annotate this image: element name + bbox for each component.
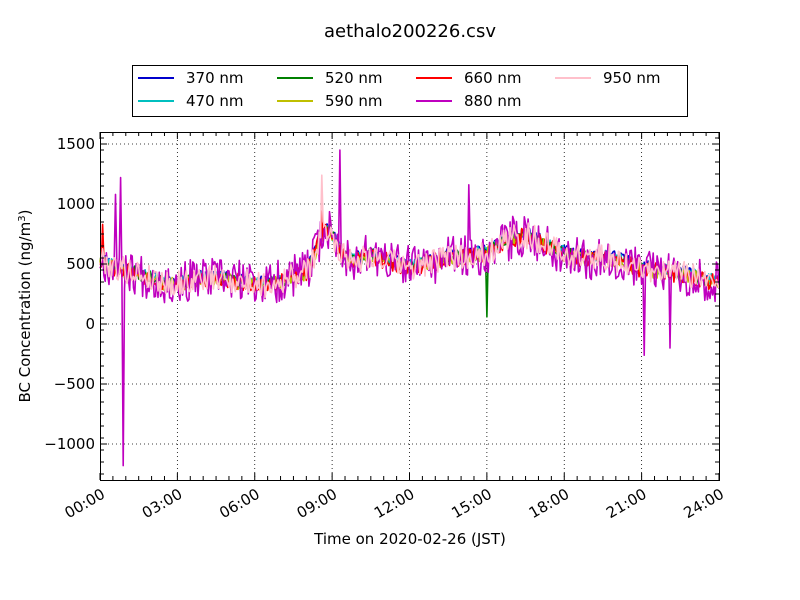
- series-layer: [99, 149, 720, 467]
- y-axis-label: BC Concentration (ng/m3): [16, 210, 34, 403]
- x-tick-label: 15:00: [448, 485, 494, 522]
- grid-layer: [100, 132, 719, 480]
- y-tick-label: 500: [66, 255, 95, 273]
- legend-label: 880 nm: [464, 92, 522, 110]
- x-tick-label: 00:00: [62, 485, 108, 522]
- y-tick-label: −500: [54, 375, 95, 393]
- y-tick-label: 1500: [57, 135, 95, 153]
- legend-label: 660 nm: [464, 69, 522, 87]
- x-tick-label: 18:00: [526, 485, 572, 522]
- x-tick-label: 21:00: [603, 485, 649, 522]
- chart-title: aethalo200226.csv: [324, 21, 496, 42]
- y-tick-label: −1000: [44, 435, 95, 453]
- y-tick-label: 0: [85, 315, 95, 333]
- x-tick-label: 12:00: [371, 485, 417, 522]
- y-axis-label-sup: 3: [17, 215, 28, 221]
- x-tick-label: 24:00: [681, 485, 727, 522]
- legend-label: 470 nm: [186, 92, 244, 110]
- legend-label: 520 nm: [325, 69, 383, 87]
- plot-frame: [100, 132, 720, 481]
- y-axis-label-main: BC Concentration (ng/m: [16, 222, 34, 403]
- y-tick-label: 1000: [57, 195, 95, 213]
- legend-box: [132, 65, 688, 117]
- x-tick-label: 03:00: [139, 485, 185, 522]
- legend-label: 370 nm: [186, 69, 244, 87]
- series-line-950-nm: [99, 174, 720, 299]
- x-tick-label: 09:00: [294, 485, 340, 522]
- tick-layer: 00:00 03:00 06:00 09:00 12:00 15:00 18:00 21:00…: [44, 132, 727, 522]
- legend-label: 950 nm: [603, 69, 661, 87]
- x-axis-label: Time on 2020-02-26 (JST): [313, 530, 506, 548]
- x-tick-label: 06:00: [216, 485, 262, 522]
- legend-label: 590 nm: [325, 92, 383, 110]
- y-axis-label-end: ): [16, 210, 34, 216]
- series-line-880-nm: [99, 149, 720, 467]
- legend: 370 nm 470 nm 520 nm 590 nm 660 nm 880 nm 950 …: [132, 65, 688, 117]
